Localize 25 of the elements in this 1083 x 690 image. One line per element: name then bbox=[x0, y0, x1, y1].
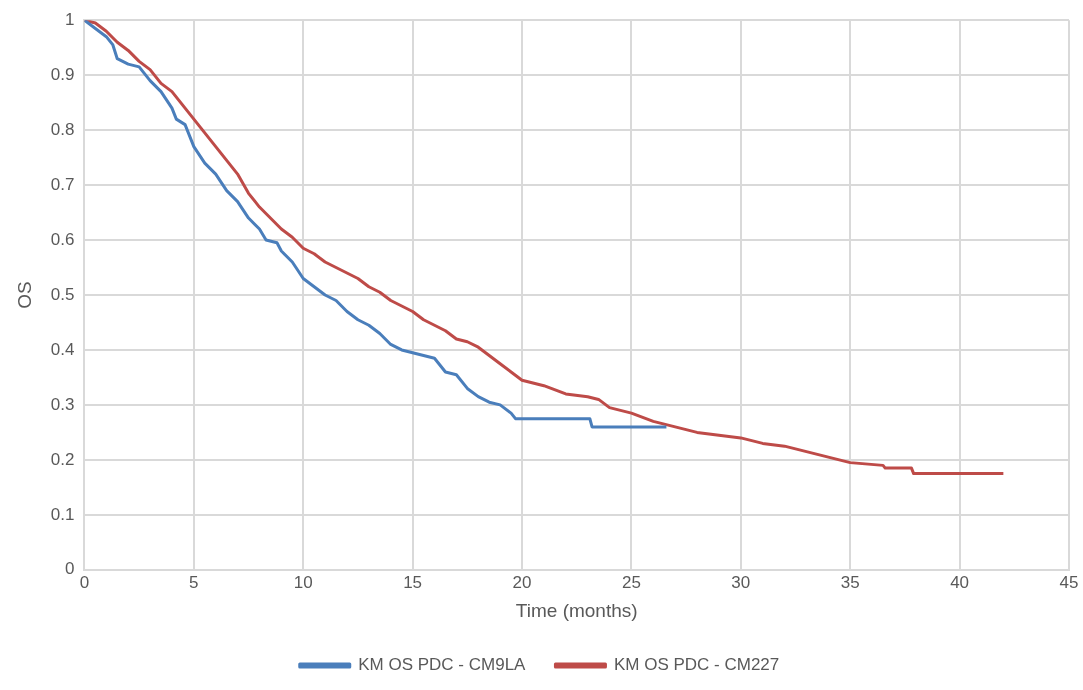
x-tick-label: 5 bbox=[189, 572, 199, 592]
y-tick-label: 0.1 bbox=[50, 504, 75, 524]
y-tick-label: 0.6 bbox=[50, 229, 75, 249]
x-tick-label: 35 bbox=[840, 572, 860, 592]
x-tick-label: 25 bbox=[621, 572, 641, 592]
x-tick-label: 45 bbox=[1059, 572, 1079, 592]
y-tick-label: 0.7 bbox=[50, 174, 75, 194]
y-tick-label: 1 bbox=[64, 9, 75, 29]
legend-label: KM OS PDC - CM9LA bbox=[358, 655, 527, 675]
y-tick-label: 0.9 bbox=[50, 64, 75, 84]
y-tick-label: 0.8 bbox=[50, 119, 75, 139]
x-tick-label: 30 bbox=[731, 572, 751, 592]
x-axis-title: Time (months) bbox=[515, 599, 638, 621]
x-tick-label: 0 bbox=[79, 572, 90, 592]
legend-label: KM OS PDC - CM227 bbox=[613, 655, 780, 675]
y-axis-title: OS bbox=[13, 281, 35, 309]
x-tick-label: 20 bbox=[512, 572, 532, 592]
y-tick-label: 0.2 bbox=[50, 449, 75, 469]
y-tick-label: 0.5 bbox=[50, 284, 75, 304]
y-tick-label: 0.4 bbox=[50, 339, 75, 359]
y-tick-label: 0.3 bbox=[50, 394, 75, 414]
x-tick-label: 15 bbox=[403, 572, 423, 592]
x-tick-label: 40 bbox=[950, 572, 970, 592]
y-tick-label: 0 bbox=[64, 559, 75, 579]
x-tick-label: 10 bbox=[293, 572, 313, 592]
